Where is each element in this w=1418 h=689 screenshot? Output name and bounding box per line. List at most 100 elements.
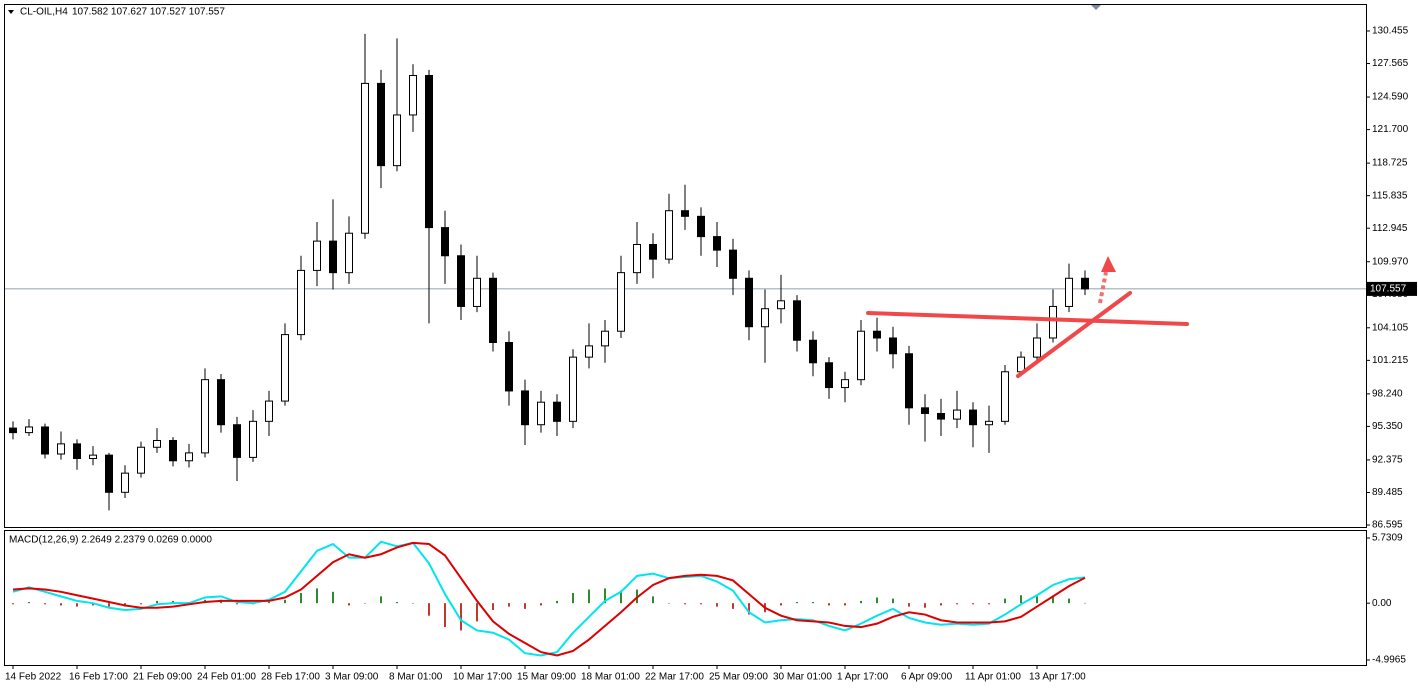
- candle-body: [409, 75, 417, 116]
- candle-body: [73, 443, 81, 460]
- x-tick-label: 22 Mar 17:00: [645, 672, 704, 683]
- histogram-bar: [12, 603, 14, 605]
- candle-body: [825, 362, 833, 389]
- candle-body: [9, 427, 17, 434]
- arrow-head: [1101, 256, 1116, 272]
- macd-line: [12, 541, 1086, 657]
- candle-body: [377, 82, 385, 167]
- x-tick-label: 25 Mar 09:00: [709, 672, 768, 683]
- candle-body: [985, 420, 993, 426]
- candle-body: [313, 240, 321, 271]
- histogram-bar: [828, 603, 830, 606]
- candle-body: [905, 353, 913, 409]
- trendline: [866, 311, 1189, 326]
- histogram-bar: [108, 603, 110, 607]
- price-panel: [4, 4, 1367, 528]
- candle-body: [857, 330, 865, 381]
- x-tick-label: 10 Mar 17:00: [453, 672, 512, 683]
- histogram-bar: [540, 603, 542, 606]
- marks: 130.455 127.565 124.590 121.700 118.725 115.8…: [5, 26, 1417, 683]
- histogram-bar: [236, 603, 238, 605]
- candle-body: [169, 439, 177, 462]
- histogram-bar: [156, 600, 158, 604]
- candle-body: [457, 255, 465, 307]
- histogram-bar: [556, 600, 558, 604]
- histogram-bar: [620, 590, 622, 604]
- candle-body: [473, 277, 481, 307]
- histogram-bar: [524, 603, 526, 609]
- candle-body: [393, 114, 401, 167]
- candle-body: [249, 420, 257, 458]
- x-tick-label: 1 Apr 17:00: [837, 672, 889, 683]
- x-tick-label: 24 Feb 01:00: [197, 672, 256, 683]
- histogram-bar: [924, 603, 926, 608]
- histogram-bar: [316, 588, 318, 604]
- histogram-bar: [44, 603, 46, 605]
- histogram-bar: [476, 603, 478, 622]
- histogram-bar: [1020, 595, 1022, 604]
- histogram-bar: [172, 600, 174, 604]
- candle-body: [25, 426, 33, 434]
- candle-body: [297, 269, 305, 336]
- histogram-bar: [876, 597, 878, 604]
- candle-body: [601, 330, 609, 347]
- y-tick-label: 127.565: [1372, 58, 1409, 69]
- histogram-bar: [268, 602, 270, 604]
- x-tick-label: 14 Feb 2022: [5, 672, 62, 683]
- candle-body: [1033, 337, 1041, 358]
- candle-body: [57, 443, 65, 455]
- histogram-bar: [508, 603, 510, 607]
- candle-body: [425, 75, 433, 229]
- x-tick-label: 16 Feb 17:00: [69, 672, 128, 683]
- histogram-bar: [332, 591, 334, 604]
- histogram-bar: [748, 603, 750, 615]
- candle-body: [41, 426, 49, 455]
- candle-body: [937, 412, 945, 420]
- histogram-bar: [364, 603, 366, 604]
- histogram-bar: [140, 603, 142, 605]
- x-tick-label: 3 Mar 09:00: [325, 672, 379, 683]
- candle-body: [553, 401, 561, 422]
- symbol-label: CL-OIL,H4: [20, 7, 68, 18]
- candle-body: [665, 210, 673, 260]
- histogram-bar: [428, 603, 430, 616]
- candle-body: [233, 424, 241, 458]
- candle-body: [121, 472, 129, 493]
- y-tick-label: 95.350: [1372, 421, 1403, 432]
- candle-body: [1065, 277, 1073, 307]
- candle-body: [681, 210, 689, 217]
- candle-body: [793, 300, 801, 341]
- candle-body: [265, 400, 273, 422]
- histogram-bar: [988, 603, 990, 605]
- histogram-bar: [956, 603, 958, 605]
- candle-body: [505, 341, 513, 392]
- candle-body: [137, 446, 145, 474]
- candle-body: [617, 272, 625, 332]
- y-tick-label: 86.595: [1372, 520, 1403, 531]
- histogram-bar: [684, 603, 686, 605]
- histogram-bar: [284, 599, 286, 604]
- histogram-bar: [732, 603, 734, 609]
- ohlc-label: 107.582 107.627 107.527 107.557: [72, 7, 225, 18]
- last-price-box: [1367, 281, 1417, 296]
- candle-body: [841, 379, 849, 389]
- y-tick-label: 121.700: [1372, 124, 1409, 135]
- histogram-bar: [892, 598, 894, 604]
- candle-body: [281, 334, 289, 402]
- candle-body: [105, 454, 113, 493]
- candle-body: [441, 227, 449, 257]
- x-tick-label: 18 Mar 01:00: [581, 672, 640, 683]
- candle-body: [569, 356, 577, 422]
- histogram-bar: [972, 603, 974, 605]
- histogram-bar: [348, 603, 350, 606]
- histogram-bar: [652, 596, 654, 604]
- y-tick-label: 89.485: [1372, 487, 1403, 498]
- y-tick-label: 5.7309: [1372, 533, 1403, 544]
- candle-body: [921, 407, 929, 414]
- histogram-bar: [588, 589, 590, 604]
- y-tick-label: 92.375: [1372, 455, 1403, 466]
- candle-body: [201, 379, 209, 454]
- histogram-bar: [92, 603, 94, 606]
- y-tick-label: 0.00: [1372, 598, 1392, 609]
